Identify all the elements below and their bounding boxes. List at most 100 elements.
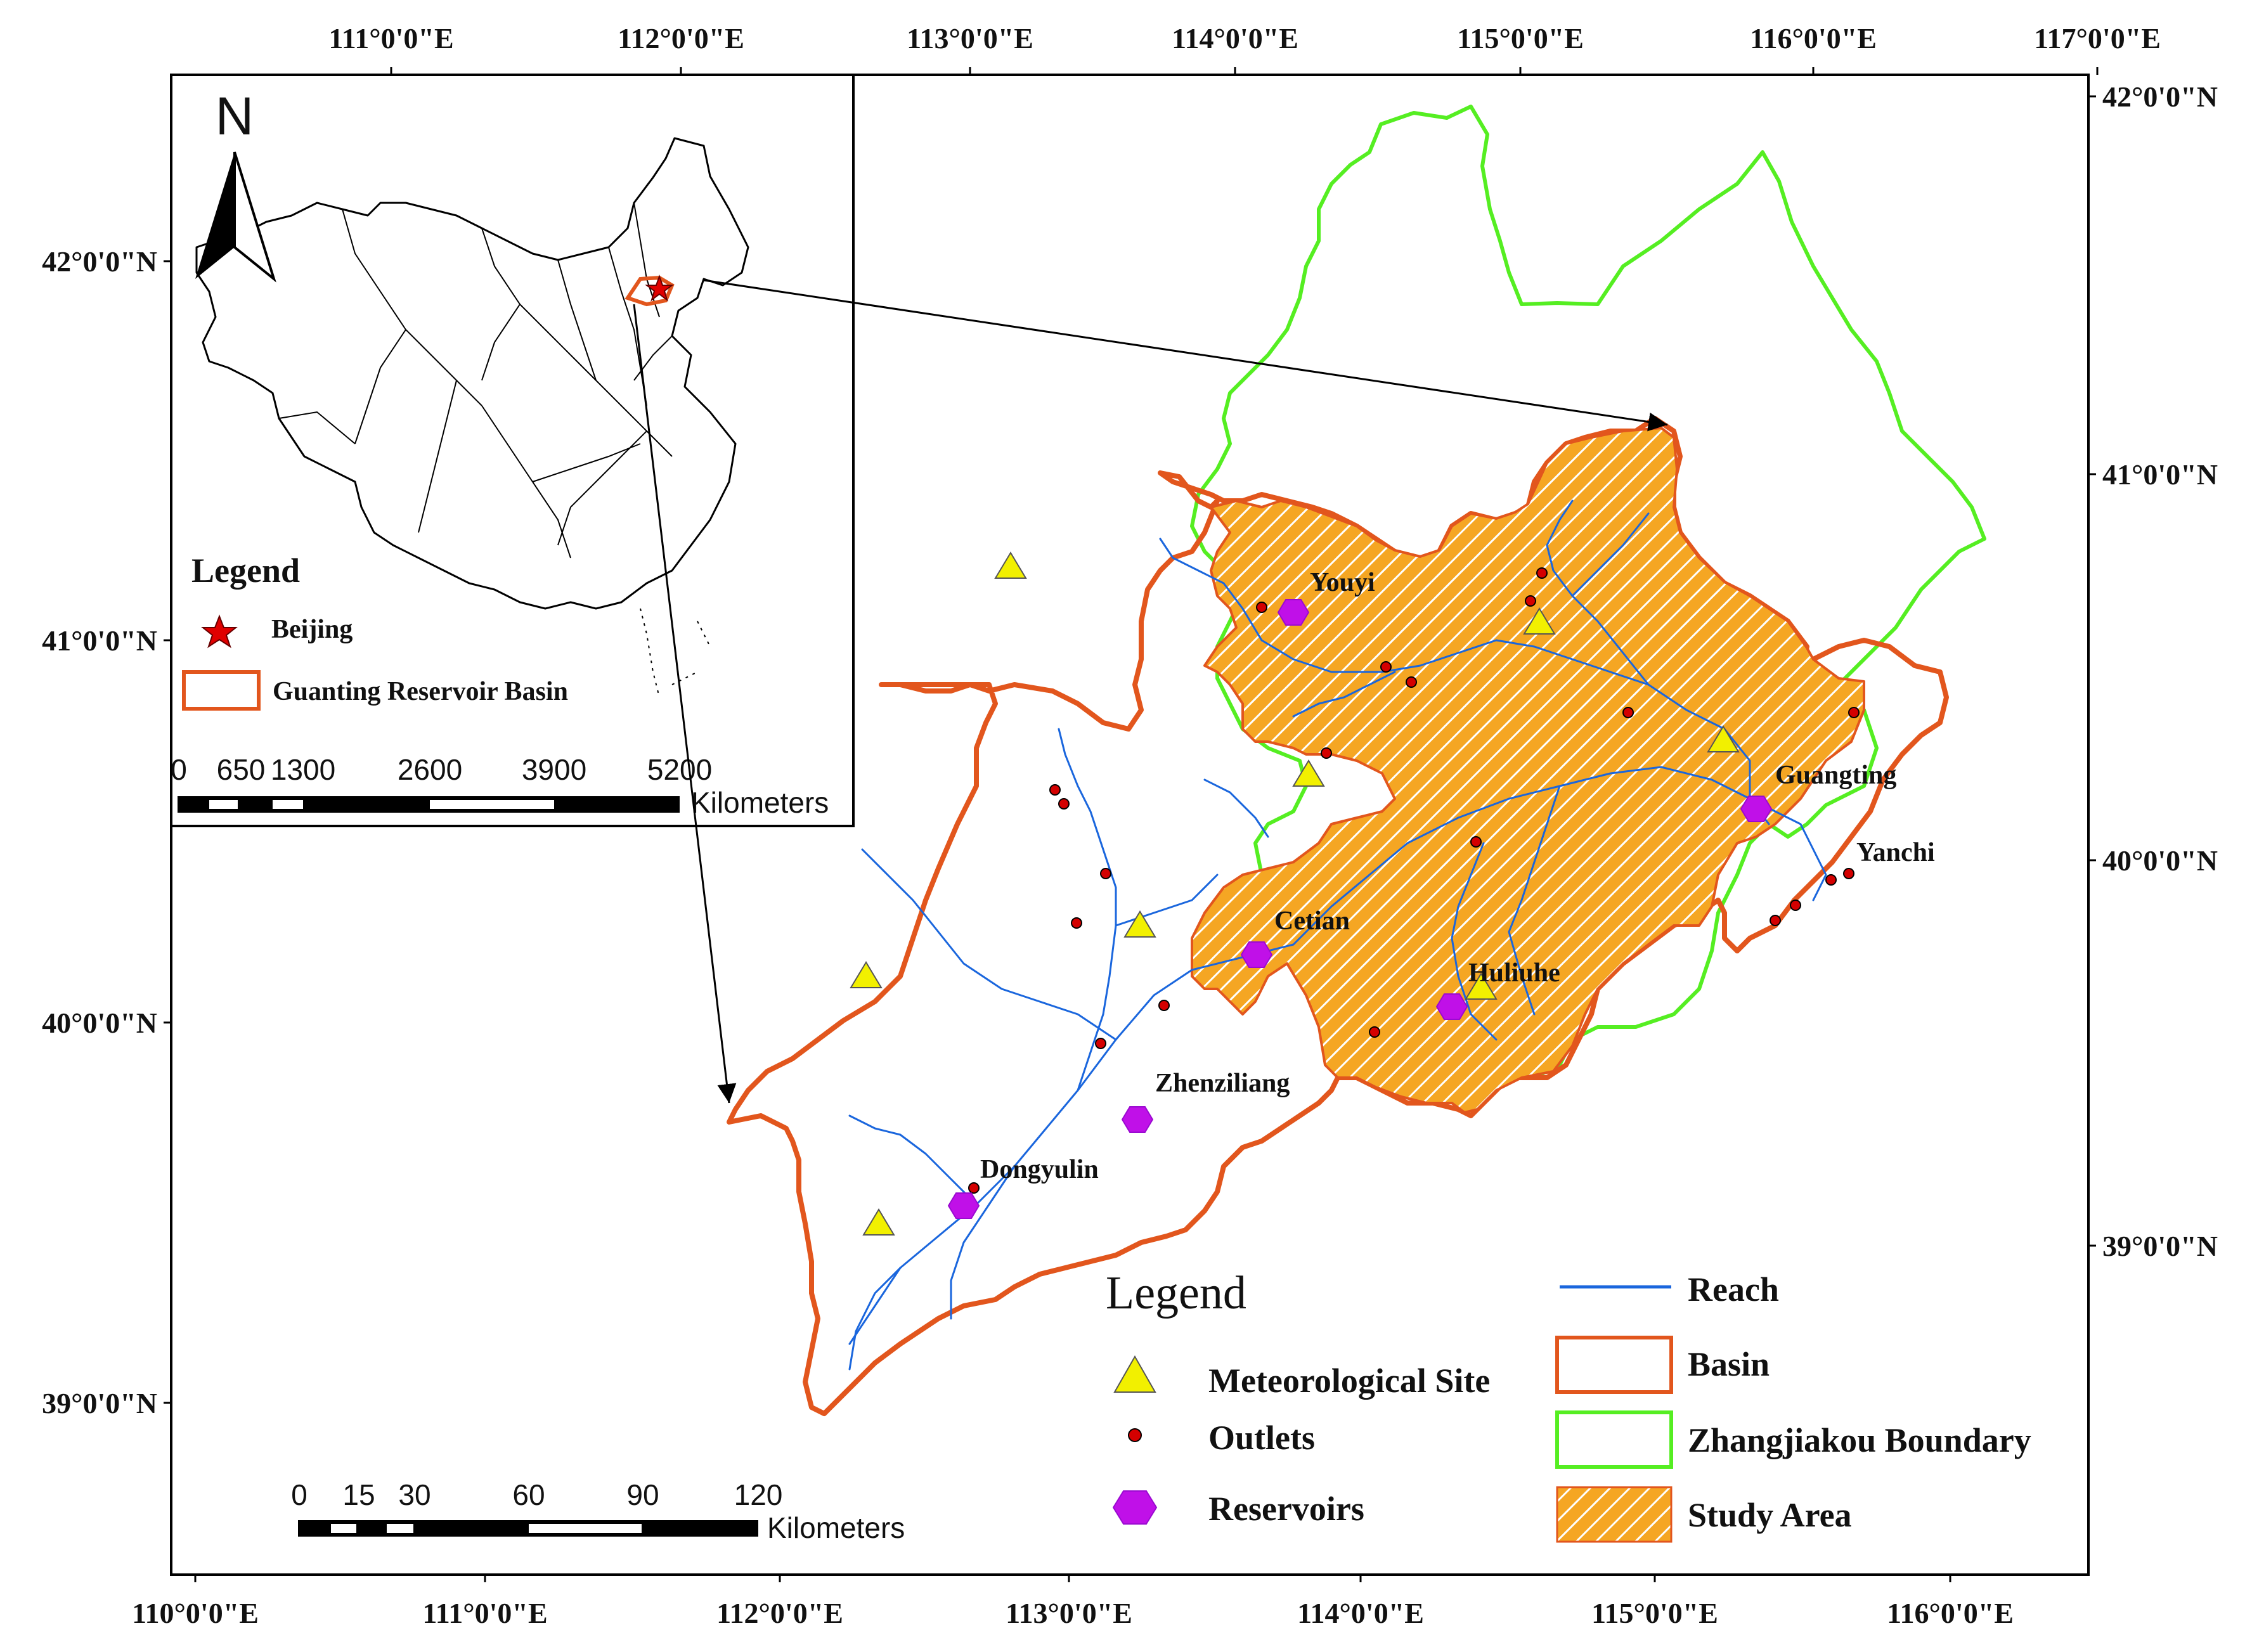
main-scale-tick: 120 (734, 1478, 783, 1511)
bottom-axis-label: 110°0'0"E (132, 1597, 259, 1629)
zhangjiakou-boundary (1190, 105, 1986, 1092)
outlet-marker (1536, 567, 1548, 579)
north-arrow-label: N (216, 86, 254, 146)
top-axis-label: 114°0'0"E (1172, 22, 1298, 55)
reservoir-label-zhenziliang: Zhenziliang (1155, 1069, 1290, 1098)
reservoir-zhenziliang (1121, 1106, 1154, 1133)
islands (640, 608, 711, 698)
met-site-marker (1707, 725, 1740, 752)
top-axis-label: 111°0'0"E (328, 22, 453, 55)
reservoir-label-yanchi: Yanchi (1856, 838, 1935, 867)
inset-scale-bar: 0 650 1300 2600 3900 5200 Kilometers (171, 753, 829, 819)
met-site-marker (1523, 607, 1556, 635)
legend-label: Meteorological Site (1208, 1362, 1490, 1400)
legend-title: Legend (1106, 1267, 1246, 1319)
met-site-marker (862, 1208, 895, 1236)
north-arrow-icon (195, 152, 235, 279)
legend-outlet-icon (1128, 1428, 1142, 1442)
outlet-marker (1058, 798, 1070, 810)
reservoir-label-huliuhe: Huliuhe (1468, 958, 1560, 988)
met-site-marker (1292, 759, 1325, 787)
main-scale-tick: 30 (398, 1478, 430, 1511)
main-scale-tick: 0 (291, 1478, 307, 1511)
legend-label: Outlets (1208, 1419, 1315, 1457)
top-axis-label: 117°0'0"E (2034, 22, 2161, 55)
outlet-marker (1049, 784, 1061, 796)
legend-label: Basin (1688, 1345, 1770, 1383)
met-site-marker (850, 961, 883, 988)
right-axis-label: 42°0'0"N (2102, 81, 2218, 113)
main-scale-bar: 0 15 30 60 90 120 Kilometers (291, 1478, 905, 1544)
reservoirs (947, 599, 1773, 1219)
inset-scale-tick: 1300 (271, 753, 335, 786)
bottom-axis-label: 115°0'0"E (1591, 1597, 1718, 1629)
reservoir-labels: Youyi Guangting Yanchi Cetian Huliuhe Zh… (980, 568, 1935, 1184)
met-site-marker (1465, 972, 1498, 1000)
bottom-axis-label: 111°0'0"E (422, 1597, 547, 1629)
inset-legend-basin-swatch (182, 670, 261, 711)
connector-arrows (633, 279, 1668, 1104)
outlet-marker (1158, 1000, 1170, 1011)
inset-scale-tick: 5200 (647, 753, 712, 786)
outlet-marker (1622, 707, 1634, 718)
inset-legend-label: Guanting Reservoir Basin (273, 677, 568, 706)
outlet-marker (1770, 915, 1781, 926)
reservoir-youyi (1277, 599, 1310, 626)
beijing-star (645, 274, 674, 302)
met-site-marker (1123, 910, 1156, 938)
bottom-axis-label: 114°0'0"E (1297, 1597, 1424, 1629)
outlet-marker (1790, 900, 1801, 911)
outlet-marker (1256, 602, 1267, 613)
main-scale-tick: 15 (342, 1478, 375, 1511)
legend-met-site-icon (1113, 1355, 1156, 1393)
inset-scale-tick: 2600 (398, 753, 462, 786)
legend-label: Study Area (1688, 1496, 1852, 1534)
reservoir-label-cetian: Cetian (1274, 907, 1350, 936)
reservoir-dongyulin (947, 1192, 980, 1219)
outlet-marker (1470, 836, 1482, 848)
inset-legend-star-icon (201, 614, 238, 649)
left-axis-labels: 42°0'0"N 41°0'0"N 40°0'0"N 39°0'0"N (42, 245, 157, 1419)
left-axis-label: 39°0'0"N (42, 1387, 157, 1419)
legend-label: Zhangjiakou Boundary (1688, 1421, 2031, 1459)
main-scale-tick: 60 (512, 1478, 545, 1511)
china-outline (195, 137, 749, 610)
inset-scale-tick: 650 (217, 753, 266, 786)
reservoir-label-youyi: Youyi (1310, 568, 1375, 597)
top-axis-label: 113°0'0"E (907, 22, 1033, 55)
outlets (959, 567, 1860, 1206)
right-axis-labels: 42°0'0"N 41°0'0"N 40°0'0"N 39°0'0"N (2102, 81, 2218, 1262)
right-axis-label: 39°0'0"N (2102, 1230, 2218, 1262)
river-reaches (848, 500, 1827, 1371)
reservoir-label-guangting: Guangting (1775, 761, 1896, 790)
outlet-marker (1843, 868, 1854, 879)
inset-scale-tick: 3900 (522, 753, 586, 786)
left-axis-label: 41°0'0"N (42, 624, 157, 657)
top-axis-label: 115°0'0"E (1457, 22, 1584, 55)
top-axis-label: 116°0'0"E (1750, 22, 1877, 55)
outlet-marker (1100, 868, 1111, 879)
outlet-marker (1071, 917, 1082, 929)
top-axis-label: 112°0'0"E (618, 22, 744, 55)
bottom-axis-label: 113°0'0"E (1006, 1597, 1132, 1629)
legend-label: Reservoirs (1208, 1490, 1364, 1528)
right-axis-label: 41°0'0"N (2102, 458, 2218, 491)
reservoir-label-dongyulin: Dongyulin (980, 1155, 1099, 1184)
legend-zhangjiakou-icon (1555, 1410, 1673, 1469)
main-scale-unit: Kilometers (767, 1511, 905, 1544)
inset-scale-tick: 0 (171, 753, 187, 786)
reservoir-guangting (1740, 796, 1773, 822)
bottom-axis-label: 116°0'0"E (1887, 1597, 2014, 1629)
bottom-axis-label: 112°0'0"E (716, 1597, 843, 1629)
legend-basin-icon (1555, 1336, 1673, 1394)
outlet-marker (1095, 1038, 1106, 1049)
legend-label: Reach (1688, 1270, 1779, 1308)
inset-scale-unit: Kilometers (691, 786, 829, 819)
meteorological-sites (850, 552, 1740, 1236)
north-arrow: N (195, 86, 276, 283)
left-axis-label: 40°0'0"N (42, 1007, 157, 1039)
map-legend: Legend Meteorological Site Outlets Reser… (1106, 1267, 2031, 1543)
reservoir-huliuhe (1435, 993, 1468, 1020)
reservoir-cetian (1240, 941, 1273, 968)
